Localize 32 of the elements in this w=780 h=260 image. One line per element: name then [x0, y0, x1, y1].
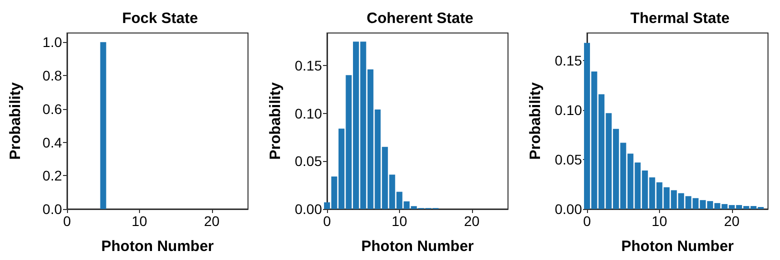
- x-tick-label: 10: [392, 213, 408, 229]
- y-tick-label: 0.2: [42, 168, 62, 184]
- x-tick-label: 10: [652, 213, 668, 229]
- y-axis-title: Probability: [527, 82, 544, 160]
- x-axis-title: Photon Number: [621, 238, 734, 255]
- y-tick-label: 0.10: [294, 105, 322, 122]
- y-tick-label: 0.8: [42, 68, 62, 84]
- x-tick-label: 20: [204, 213, 220, 229]
- y-tick-label: 0.4: [42, 134, 62, 150]
- y-tick-label: 0.15: [294, 58, 322, 74]
- x-tick-label: 10: [132, 213, 148, 229]
- x-tick-label: 0: [323, 213, 332, 229]
- y-tick-label: 0.15: [554, 52, 582, 69]
- x-tick-label: 20: [724, 213, 740, 229]
- x-tick-label: 0: [63, 213, 72, 229]
- y-tick-label: 0.0: [42, 201, 62, 217]
- x-axis-title: Photon Number: [101, 238, 214, 255]
- y-tick-label: 0.00: [554, 201, 582, 217]
- y-tick-label: 1.0: [42, 34, 62, 50]
- y-tick-label: 0.00: [294, 201, 322, 217]
- y-tick-label: 0.05: [294, 153, 322, 170]
- y-tick-label: 0.6: [42, 100, 62, 117]
- chart-title: Coherent State: [366, 10, 474, 27]
- chart-title: Thermal State: [630, 10, 730, 27]
- y-tick-label: 0.10: [554, 102, 582, 118]
- x-tick-label: 20: [464, 213, 480, 229]
- x-tick-label: 0: [583, 213, 592, 229]
- y-axis-title: Probability: [7, 82, 24, 160]
- y-axis-title: Probability: [267, 82, 284, 160]
- y-tick-label: 0.05: [554, 152, 582, 168]
- chart-title: Fock State: [122, 10, 198, 27]
- x-axis-title: Photon Number: [361, 238, 474, 255]
